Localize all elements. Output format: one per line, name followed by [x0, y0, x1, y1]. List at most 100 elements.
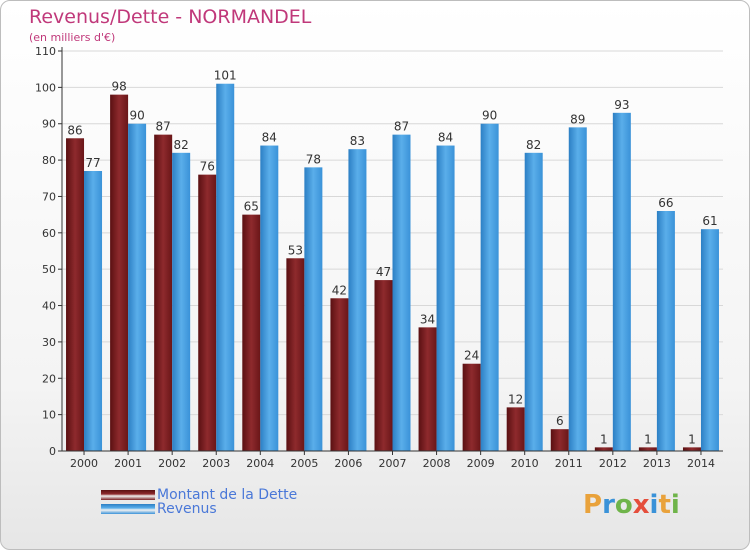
bar-dette [462, 363, 481, 451]
y-tick-label: 110 [35, 45, 56, 58]
proxiti-logo: Proxiti [583, 490, 680, 520]
x-tick-label: 2007 [379, 457, 407, 470]
logo-letter: o [614, 490, 633, 520]
bar-dette [110, 94, 129, 452]
bar-label-dette: 42 [332, 283, 347, 297]
bar-label-revenus: 90 [129, 109, 144, 123]
y-tick-label: 80 [42, 154, 56, 167]
bar-revenus [128, 123, 147, 452]
x-tick-label: 2004 [246, 457, 274, 470]
x-tick-label: 2012 [599, 457, 627, 470]
logo-letter: i [670, 490, 680, 520]
bar-label-dette: 6 [556, 414, 564, 428]
bar-dette [286, 258, 305, 451]
legend-item-revenus: Revenus [101, 501, 217, 517]
bar-label-revenus: 87 [394, 120, 409, 134]
bar-label-dette: 76 [200, 160, 215, 174]
bar-dette [330, 298, 349, 451]
logo-letter: i [649, 490, 659, 520]
bar-revenus [84, 171, 103, 451]
bar-revenus [480, 123, 499, 452]
y-tick-label: 20 [42, 372, 56, 385]
bar-revenus [436, 145, 455, 451]
logo-letter: P [583, 490, 603, 520]
legend-swatch-revenus [101, 504, 155, 514]
x-tick-label: 2011 [555, 457, 583, 470]
y-tick-label: 60 [42, 227, 56, 240]
bar-label-dette: 34 [420, 312, 435, 326]
bar-revenus [304, 167, 323, 451]
bar-label-revenus: 61 [702, 214, 717, 228]
bar-dette [242, 214, 261, 451]
bar-dette [594, 447, 613, 451]
bar-revenus [216, 83, 235, 452]
bar-label-revenus: 77 [85, 156, 100, 170]
y-tick-label: 50 [42, 263, 56, 276]
bar-dette [550, 429, 569, 451]
bar-label-revenus: 83 [350, 134, 365, 148]
bar-revenus [348, 149, 367, 451]
bar-label-dette: 1 [644, 432, 652, 446]
logo-letter: x [632, 490, 650, 520]
bar-revenus [524, 152, 543, 451]
bar-label-dette: 1 [688, 432, 696, 446]
bar-label-revenus: 66 [658, 196, 673, 210]
bar-dette [638, 447, 657, 451]
x-tick-label: 2001 [114, 457, 142, 470]
bar-label-revenus: 101 [214, 69, 237, 83]
chart-title: Revenus/Dette - NORMANDEL [29, 6, 312, 28]
bar-label-revenus: 84 [438, 131, 453, 145]
bar-label-dette: 24 [464, 349, 479, 363]
x-tick-label: 2009 [467, 457, 495, 470]
bar-dette [374, 280, 393, 451]
x-tick-label: 2014 [687, 457, 715, 470]
bar-revenus [392, 134, 411, 452]
y-tick-label: 0 [49, 445, 56, 458]
bar-label-dette: 65 [244, 200, 259, 214]
bar-label-revenus: 89 [570, 112, 585, 126]
logo-letter: t [658, 490, 671, 520]
bar-dette [682, 447, 701, 451]
bar-label-revenus: 84 [262, 131, 277, 145]
x-tick-label: 2013 [643, 457, 671, 470]
bar-label-revenus: 78 [306, 152, 321, 166]
legend-label-dette: Montant de la Dette [157, 487, 298, 503]
bar-label-dette: 47 [376, 265, 391, 279]
bar-revenus [700, 229, 719, 451]
bar-revenus [172, 152, 191, 451]
bar-label-revenus: 90 [482, 109, 497, 123]
logo-letter: r [602, 490, 615, 520]
bar-revenus [612, 112, 631, 452]
bar-dette [418, 327, 437, 451]
x-tick-label: 2000 [70, 457, 98, 470]
bar-label-dette: 98 [111, 80, 126, 94]
bar-label-dette: 86 [67, 123, 82, 137]
x-tick-label: 2006 [334, 457, 362, 470]
x-tick-label: 2008 [423, 457, 451, 470]
bar-revenus [568, 127, 587, 451]
bar-label-revenus: 82 [174, 138, 189, 152]
bar-revenus [656, 211, 675, 451]
bar-label-dette: 1 [600, 432, 608, 446]
y-tick-label: 100 [35, 81, 56, 94]
y-tick-label: 30 [42, 336, 56, 349]
bar-label-revenus: 82 [526, 138, 541, 152]
y-tick-label: 90 [42, 118, 56, 131]
x-tick-label: 2003 [202, 457, 230, 470]
legend-label-revenus: Revenus [157, 501, 217, 517]
bar-label-dette: 12 [508, 392, 523, 406]
bar-dette [198, 174, 217, 452]
bar-label-revenus: 93 [614, 98, 629, 112]
chart-subtitle: (en milliers d'€) [29, 31, 116, 44]
y-tick-label: 10 [42, 409, 56, 422]
y-tick-label: 70 [42, 190, 56, 203]
bar-revenus [260, 145, 279, 451]
x-tick-label: 2005 [290, 457, 318, 470]
bar-dette [66, 138, 85, 452]
bar-label-dette: 87 [156, 120, 171, 134]
legend-item-dette: Montant de la Dette [101, 487, 297, 503]
bar-label-dette: 53 [288, 243, 303, 257]
y-tick-label: 40 [42, 300, 56, 313]
